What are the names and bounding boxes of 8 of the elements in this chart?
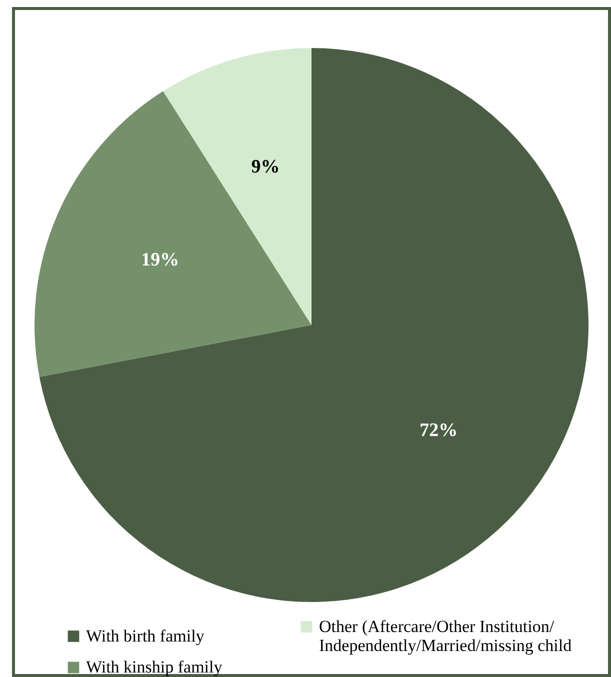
data-label: 72% [420,420,458,442]
legend-label: With kinship family [86,658,223,676]
data-label: 19% [141,249,180,270]
legend-label: With birth family [86,626,205,646]
pie-slice [39,48,588,602]
data-label: 9% [251,156,280,178]
pie-slice [34,91,312,377]
legend-label: Other (Aftercare/Other Institution/ Independently/Married/missing child [319,616,572,655]
